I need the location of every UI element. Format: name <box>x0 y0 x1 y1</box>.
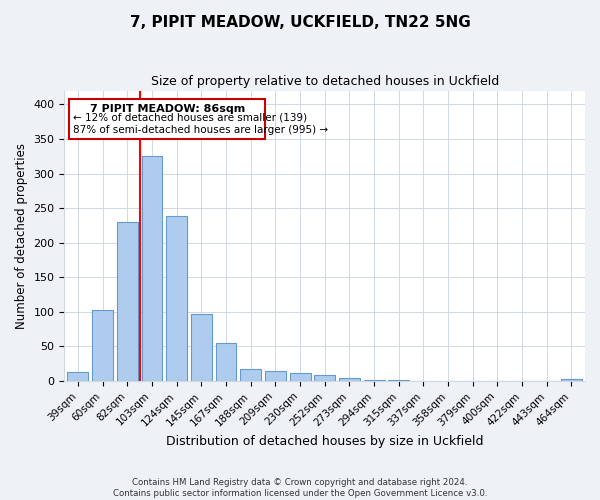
Text: 7, PIPIT MEADOW, UCKFIELD, TN22 5NG: 7, PIPIT MEADOW, UCKFIELD, TN22 5NG <box>130 15 470 30</box>
Bar <box>240 369 261 381</box>
Bar <box>142 156 163 381</box>
Title: Size of property relative to detached houses in Uckfield: Size of property relative to detached ho… <box>151 75 499 88</box>
Bar <box>339 378 360 381</box>
Bar <box>265 370 286 381</box>
Bar <box>561 379 582 381</box>
Bar <box>290 372 311 381</box>
Text: ← 12% of detached houses are smaller (139): ← 12% of detached houses are smaller (13… <box>73 112 307 122</box>
X-axis label: Distribution of detached houses by size in Uckfield: Distribution of detached houses by size … <box>166 434 484 448</box>
Bar <box>215 343 236 381</box>
Bar <box>117 222 138 381</box>
FancyBboxPatch shape <box>70 99 265 139</box>
Bar <box>67 372 88 381</box>
Bar <box>314 375 335 381</box>
Bar <box>92 310 113 381</box>
Y-axis label: Number of detached properties: Number of detached properties <box>15 143 28 329</box>
Text: 7 PIPIT MEADOW: 86sqm: 7 PIPIT MEADOW: 86sqm <box>90 104 245 114</box>
Text: Contains HM Land Registry data © Crown copyright and database right 2024.
Contai: Contains HM Land Registry data © Crown c… <box>113 478 487 498</box>
Bar <box>364 380 385 381</box>
Bar <box>388 380 409 381</box>
Bar <box>166 216 187 381</box>
Text: 87% of semi-detached houses are larger (995) →: 87% of semi-detached houses are larger (… <box>73 125 328 135</box>
Bar <box>191 314 212 381</box>
